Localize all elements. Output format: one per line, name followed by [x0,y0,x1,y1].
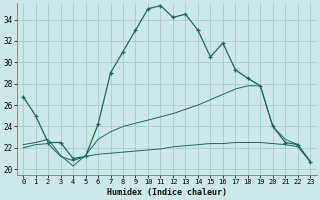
X-axis label: Humidex (Indice chaleur): Humidex (Indice chaleur) [107,188,227,197]
